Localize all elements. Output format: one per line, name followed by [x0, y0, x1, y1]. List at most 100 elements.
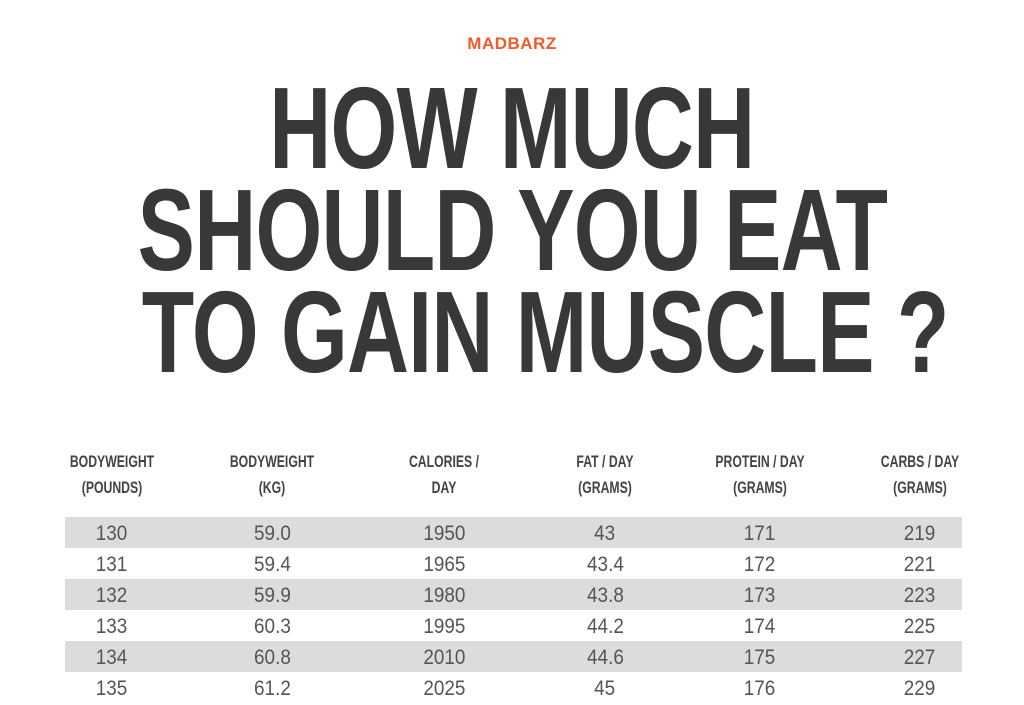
cell-value: 59.4 — [253, 553, 291, 576]
title-line-2: SHOULD YOU EAT — [0, 165, 1024, 295]
table-row: 134 60.8 2010 44.6 175 227 — [65, 641, 962, 672]
header-bodyweight-pounds: BODYWEIGHT (POUNDS) — [32, 449, 192, 501]
cell-value: 223 — [904, 584, 936, 607]
cell-value: 130 — [96, 522, 128, 545]
cell-value: 60.8 — [253, 646, 291, 669]
title-text: HOW MUCH — [269, 63, 755, 193]
title-line-1: HOW MUCH — [0, 63, 1024, 193]
header-line: BODYWEIGHT — [229, 452, 315, 471]
cell-fat-per-day: 43 — [525, 517, 685, 550]
cell-value: 173 — [744, 584, 776, 607]
cell-bodyweight-kg: 60.8 — [192, 641, 352, 674]
cell-value: 172 — [744, 553, 776, 576]
header-line: CARBS / DAY — [880, 452, 960, 471]
cell-value: 131 — [96, 553, 128, 576]
cell-bodyweight-kg: 59.0 — [192, 517, 352, 550]
cell-fat-per-day: 43.4 — [525, 548, 685, 581]
header-line: DAY — [431, 478, 457, 497]
cell-value: 1995 — [422, 615, 466, 638]
cell-bodyweight-kg: 61.2 — [192, 672, 352, 705]
cell-value: 221 — [904, 553, 936, 576]
cell-carbs-per-day: 221 — [840, 548, 1000, 581]
cell-value: 2010 — [422, 646, 466, 669]
cell-value: 171 — [744, 522, 776, 545]
header-line: (KG) — [258, 478, 286, 497]
cell-value: 1980 — [422, 584, 466, 607]
header-line: (POUNDS) — [81, 478, 143, 497]
cell-value: 134 — [96, 646, 128, 669]
cell-value: 133 — [96, 615, 128, 638]
cell-value: 132 — [96, 584, 128, 607]
cell-carbs-per-day: 219 — [840, 517, 1000, 550]
cell-value: 59.0 — [253, 522, 291, 545]
header-line: PROTEIN / DAY — [715, 452, 805, 471]
cell-value: 1950 — [422, 522, 466, 545]
cell-bodyweight-pounds: 135 — [32, 672, 192, 705]
cell-value: 60.3 — [253, 615, 291, 638]
header-line: BODYWEIGHT — [69, 452, 155, 471]
title-text: SHOULD YOU EAT — [137, 165, 887, 295]
cell-value: 44.6 — [586, 646, 624, 669]
table-row: 131 59.4 1965 43.4 172 221 — [65, 548, 962, 579]
cell-fat-per-day: 44.2 — [525, 610, 685, 643]
header-calories-per-day: CALORIES / DAY — [364, 449, 524, 501]
cell-bodyweight-pounds: 130 — [32, 517, 192, 550]
cell-protein-per-day: 175 — [680, 641, 840, 674]
cell-value: 43.4 — [586, 553, 624, 576]
cell-value: 59.9 — [253, 584, 291, 607]
cell-carbs-per-day: 227 — [840, 641, 1000, 674]
cell-carbs-per-day: 225 — [840, 610, 1000, 643]
cell-value: 219 — [904, 522, 936, 545]
table-row: 133 60.3 1995 44.2 174 225 — [65, 610, 962, 641]
cell-protein-per-day: 174 — [680, 610, 840, 643]
cell-bodyweight-kg: 59.4 — [192, 548, 352, 581]
header-line: FAT / DAY — [576, 452, 634, 471]
cell-value: 1965 — [422, 553, 466, 576]
title-line-3: TO GAIN MUSCLE ? — [0, 267, 1024, 397]
cell-fat-per-day: 44.6 — [525, 641, 685, 674]
header-line: (GRAMS) — [578, 478, 632, 497]
cell-value: 175 — [744, 646, 776, 669]
header-line: (GRAMS) — [733, 478, 787, 497]
cell-carbs-per-day: 229 — [840, 672, 1000, 705]
header-protein-per-day: PROTEIN / DAY (GRAMS) — [680, 449, 840, 501]
madbarz-logo: MADBARZ — [467, 34, 557, 53]
cell-calories-per-day: 2010 — [364, 641, 524, 674]
cell-value: 43 — [594, 522, 616, 545]
cell-bodyweight-pounds: 133 — [32, 610, 192, 643]
cell-calories-per-day: 1995 — [364, 610, 524, 643]
header-carbs-per-day: CARBS / DAY (GRAMS) — [840, 449, 1000, 501]
cell-fat-per-day: 45 — [525, 672, 685, 705]
cell-bodyweight-pounds: 132 — [32, 579, 192, 612]
cell-protein-per-day: 171 — [680, 517, 840, 550]
cell-value: 44.2 — [586, 615, 624, 638]
cell-protein-per-day: 176 — [680, 672, 840, 705]
header-bodyweight-kg: BODYWEIGHT (KG) — [192, 449, 352, 501]
cell-value: 174 — [744, 615, 776, 638]
cell-carbs-per-day: 223 — [840, 579, 1000, 612]
table-row: 130 59.0 1950 43 171 219 — [65, 517, 962, 548]
table-row: 135 61.2 2025 45 176 229 — [65, 672, 962, 703]
cell-value: 135 — [96, 677, 128, 700]
cell-value: 43.8 — [586, 584, 624, 607]
table-row: 132 59.9 1980 43.8 173 223 — [65, 579, 962, 610]
cell-bodyweight-kg: 60.3 — [192, 610, 352, 643]
cell-value: 2025 — [422, 677, 466, 700]
cell-value: 45 — [594, 677, 616, 700]
cell-value: 176 — [744, 677, 776, 700]
cell-protein-per-day: 173 — [680, 579, 840, 612]
cell-bodyweight-pounds: 134 — [32, 641, 192, 674]
cell-calories-per-day: 1950 — [364, 517, 524, 550]
cell-fat-per-day: 43.8 — [525, 579, 685, 612]
cell-value: 61.2 — [253, 677, 291, 700]
cell-bodyweight-kg: 59.9 — [192, 579, 352, 612]
title-text: TO GAIN MUSCLE ? — [141, 267, 950, 397]
header-line: CALORIES / — [408, 452, 480, 471]
header-line: (GRAMS) — [893, 478, 947, 497]
cell-protein-per-day: 172 — [680, 548, 840, 581]
cell-calories-per-day: 2025 — [364, 672, 524, 705]
cell-value: 229 — [904, 677, 936, 700]
cell-bodyweight-pounds: 131 — [32, 548, 192, 581]
cell-value: 225 — [904, 615, 936, 638]
header-fat-per-day: FAT / DAY (GRAMS) — [525, 449, 685, 501]
